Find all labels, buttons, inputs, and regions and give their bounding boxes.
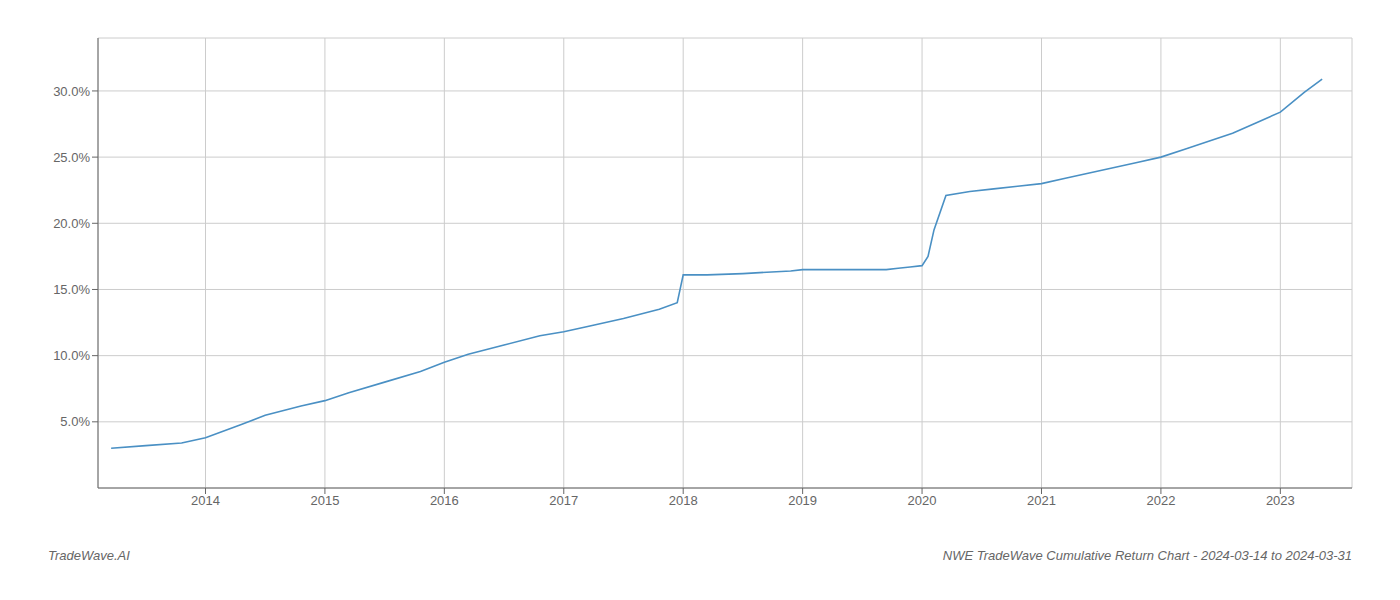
svg-text:2019: 2019 [788, 493, 817, 508]
svg-text:5.0%: 5.0% [60, 414, 90, 429]
svg-text:30.0%: 30.0% [53, 84, 90, 99]
svg-text:2015: 2015 [310, 493, 339, 508]
svg-text:2018: 2018 [669, 493, 698, 508]
svg-text:25.0%: 25.0% [53, 150, 90, 165]
svg-text:2023: 2023 [1266, 493, 1295, 508]
svg-text:2022: 2022 [1146, 493, 1175, 508]
html-text:TradeWave.AI: TradeWave.AI [48, 548, 130, 563]
svg-text:2021: 2021 [1027, 493, 1056, 508]
svg-text:2020: 2020 [908, 493, 937, 508]
html-text:NWE TradeWave Cumulative Retur: NWE TradeWave Cumulative Return Chart - … [942, 548, 1352, 563]
svg-text:2014: 2014 [191, 493, 220, 508]
svg-text:20.0%: 20.0% [53, 216, 90, 231]
svg-text:2017: 2017 [549, 493, 578, 508]
svg-text:2016: 2016 [430, 493, 459, 508]
svg-text:10.0%: 10.0% [53, 348, 90, 363]
svg-text:15.0%: 15.0% [53, 282, 90, 297]
